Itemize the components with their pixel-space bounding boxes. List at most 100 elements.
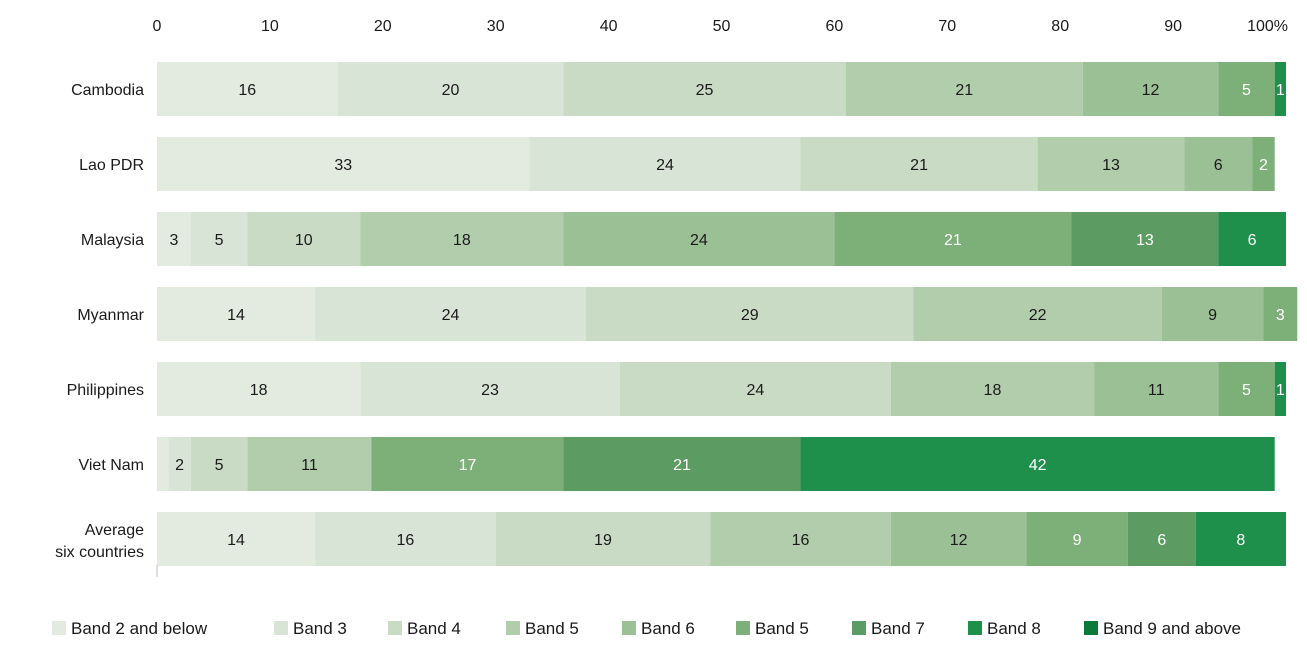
bar-data-label: 23 [481, 382, 499, 399]
legend-label: Band 9 and above [1103, 619, 1241, 638]
bar-segment [1274, 62, 1286, 116]
bar-segment [157, 362, 361, 416]
bar-segment [1094, 362, 1219, 416]
x-tick-label: 20 [374, 18, 392, 35]
bar-data-label: 24 [746, 382, 764, 399]
bar-segment [563, 212, 835, 266]
bar-data-label: 11 [1148, 382, 1165, 399]
x-tick-label: 100% [1247, 18, 1288, 35]
bar-data-label: 5 [215, 457, 224, 474]
legend-swatch [622, 621, 636, 635]
bar-segment [1127, 512, 1196, 566]
bar-segment [157, 62, 338, 116]
bar-segment [619, 362, 891, 416]
y-category-label: Malaysia [81, 232, 144, 249]
bar-data-label: 5 [1242, 382, 1251, 399]
bar-segment [834, 212, 1072, 266]
bar-segment [800, 437, 1275, 491]
bar-segment [190, 437, 248, 491]
x-tick-label: 0 [153, 18, 162, 35]
bar-segment [495, 512, 711, 566]
x-tick-label: 90 [1164, 18, 1182, 35]
bar-data-label: 19 [594, 532, 612, 549]
legend-label: Band 2 and below [71, 619, 208, 638]
bar-data-label: 13 [1102, 157, 1120, 174]
legend-swatch [52, 621, 66, 635]
y-category-label: Cambodia [71, 82, 144, 99]
legend-swatch [736, 621, 750, 635]
bar-segment [563, 62, 846, 116]
bar-data-label: 6 [1214, 157, 1223, 174]
y-category-label: Philippines [67, 382, 144, 399]
bar-data-label: 18 [250, 382, 268, 399]
bar-data-label: 20 [442, 82, 460, 99]
y-category-label: Lao PDR [79, 157, 144, 174]
bar-data-label: 14 [227, 532, 245, 549]
bar-data-label: 11 [301, 457, 318, 474]
bar-segment [1218, 62, 1275, 116]
bar-segment [157, 137, 530, 191]
bar-segment [1071, 212, 1219, 266]
x-tick-label: 10 [261, 18, 279, 35]
bar-segment [1218, 212, 1286, 266]
bar-data-label: 5 [1242, 82, 1251, 99]
bar-data-label: 9 [1208, 307, 1217, 324]
bar-segment [157, 512, 316, 566]
legend-label: Band 5 [755, 619, 809, 638]
bar-segment [1026, 512, 1128, 566]
bar-segment [360, 362, 620, 416]
bar-data-label: 1 [1276, 382, 1285, 399]
bar-segment [315, 287, 587, 341]
legend: Band 2 and below Band 3 Band 4 Band 5 Band 6… [52, 619, 1241, 638]
bar-segment [337, 62, 564, 116]
bar-segment [1195, 512, 1286, 566]
y-axis-labels: Cambodia Lao PDR Malaysia Myanmar Philippine… [55, 82, 145, 561]
legend-label: Band 8 [987, 619, 1041, 638]
legend-label: Band 7 [871, 619, 925, 638]
bar-data-label: 22 [1029, 307, 1047, 324]
bar-segment [1037, 137, 1185, 191]
bar-data-label: 18 [984, 382, 1002, 399]
x-tick-label: 50 [713, 18, 731, 35]
bar-data-label: 42 [1029, 457, 1047, 474]
bar-segment [1252, 137, 1275, 191]
bar-data-label: 24 [690, 232, 708, 249]
bar-data-label: 24 [442, 307, 460, 324]
bar-data-label: 21 [944, 232, 962, 249]
bars-group: 16 20 25 21 12 5 133 24 21 13 6 23 5 10 18 24 21 13 614 24 2… [156, 62, 1298, 577]
bar-segment [890, 512, 1027, 566]
bar-segment [845, 62, 1083, 116]
bar-segment [315, 512, 496, 566]
bar-data-label: 6 [1157, 532, 1166, 549]
bar-data-label: 21 [673, 457, 691, 474]
legend-swatch [388, 621, 402, 635]
y-category-label: Average six countries [55, 522, 144, 561]
bar-segment [168, 437, 191, 491]
legend-label: Band 3 [293, 619, 347, 638]
bar-data-label: 6 [1248, 232, 1257, 249]
bar-data-label: 16 [396, 532, 414, 549]
bar-segment [157, 437, 169, 491]
bar-data-label: 12 [1142, 82, 1160, 99]
bar-data-label: 5 [215, 232, 224, 249]
bar-data-label: 33 [334, 157, 352, 174]
bar-segment [890, 362, 1095, 416]
legend-label: Band 6 [641, 619, 695, 638]
x-tick-label: 80 [1051, 18, 1069, 35]
bar-segment [247, 437, 372, 491]
bar-segment [913, 287, 1162, 341]
bar-segment [360, 212, 564, 266]
bar-segment [563, 437, 801, 491]
bar-segment [157, 287, 316, 341]
bar-segment [371, 437, 564, 491]
bar-data-label: 24 [656, 157, 674, 174]
bar-data-label: 21 [910, 157, 928, 174]
bar-data-label: 3 [1276, 307, 1285, 324]
y-category-label: Myanmar [77, 307, 144, 324]
bar-data-label: 29 [741, 307, 759, 324]
legend-swatch [1084, 621, 1098, 635]
bar-data-label: 25 [696, 82, 714, 99]
bar-data-label: 16 [238, 82, 256, 99]
